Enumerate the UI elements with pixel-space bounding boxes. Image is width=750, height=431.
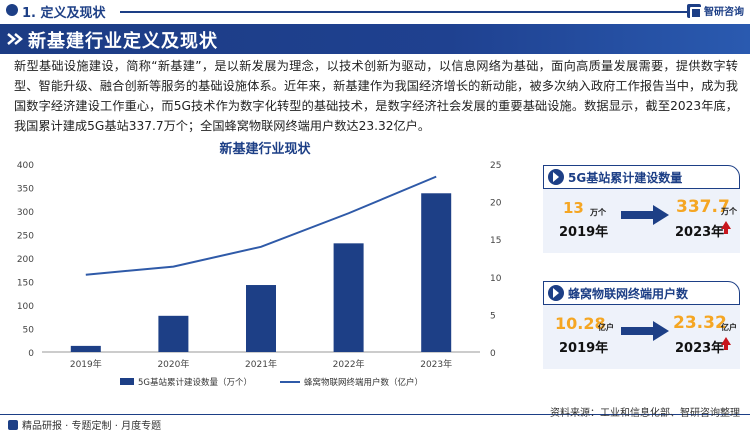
end-year: 2023年 <box>675 341 725 356</box>
y-right-tick-label: 5 <box>490 311 496 321</box>
play-circle-icon <box>548 285 564 301</box>
bar <box>70 345 101 352</box>
card-header: 5G基站累计建设数量 <box>543 165 740 189</box>
start-unit: 亿户 <box>598 323 614 332</box>
x-tick-label: 2023年 <box>420 358 452 370</box>
combo-chart: 0 50 100 150 200 250 300 350 400 0 5 10 15 20 25 2019年 2… <box>17 161 502 388</box>
bar <box>158 315 189 352</box>
bar <box>333 243 364 352</box>
y-left-tick-label: 250 <box>17 232 34 242</box>
start-year: 2019年 <box>559 341 609 356</box>
chart-title: 新基建行业现状 <box>219 142 311 157</box>
y-right-tick-label: 15 <box>490 236 501 246</box>
title-banner: 新基建行业定义及现状 <box>0 24 750 54</box>
section-breadcrumb: 1. 定义及现状 <box>22 6 106 21</box>
x-tick-label: 2019年 <box>70 358 102 370</box>
y-right-tick-label: 25 <box>490 161 501 171</box>
y-left-tick-label: 300 <box>17 208 34 218</box>
start-value: 10.28 <box>555 314 606 333</box>
brand-mini-icon <box>8 419 18 430</box>
card-title: 蜂窝物联网终端用户数 <box>568 287 689 301</box>
footer-left-text: 精品研报 · 专题定制 · 月度专题 <box>22 421 162 431</box>
card-title: 5G基站累计建设数量 <box>568 171 683 185</box>
footer-tagline: 精品研报 · 专题定制 · 月度专题 <box>8 417 161 431</box>
section-bullet-icon <box>6 4 18 16</box>
bar <box>421 193 452 352</box>
legend-label: 5G基站累计建设数量（万个） <box>138 377 252 388</box>
card-body: 13 万个 2019年 337.7 万个 2023年 <box>543 189 740 253</box>
y-right-tick-label: 10 <box>490 274 502 284</box>
card-5g-stations: 5G基站累计建设数量 13 万个 2019年 337.7 万个 2023年 <box>543 165 740 255</box>
legend-swatch-bar <box>120 378 134 385</box>
legend-label: 蜂窝物联网终端用户数（亿户） <box>304 377 423 388</box>
y-left-tick-label: 0 <box>28 349 34 359</box>
start-value: 13 <box>563 199 584 217</box>
right-arrow-icon <box>621 321 669 341</box>
line-series <box>85 175 437 276</box>
y-right-tick-label: 20 <box>490 199 502 209</box>
x-tick-label: 2020年 <box>157 358 189 370</box>
start-year: 2019年 <box>559 225 609 240</box>
y-left-tick-label: 400 <box>17 161 34 171</box>
card-body: 10.28 亿户 2019年 23.32 亿户 2023年 <box>543 305 740 369</box>
x-tick-label: 2021年 <box>245 358 277 370</box>
top-bar: 1. 定义及现状 智研咨询 <box>0 0 750 22</box>
source-note: 资料来源：工业和信息化部、智研咨询整理 <box>550 408 740 419</box>
y-left-tick-label: 50 <box>23 326 35 336</box>
y-left-tick-label: 350 <box>17 185 34 195</box>
y-left-tick-label: 100 <box>17 302 34 312</box>
bar <box>246 285 276 352</box>
header-divider <box>120 11 690 13</box>
y-left-tick-label: 150 <box>17 279 34 289</box>
play-circle-icon <box>548 169 564 185</box>
right-arrow-icon <box>621 205 669 225</box>
brand: 智研咨询 <box>687 3 744 19</box>
y-left-tick-label: 200 <box>17 255 34 265</box>
card-iot-users: 蜂窝物联网终端用户数 10.28 亿户 2019年 23.32 亿户 2023年 <box>543 281 740 371</box>
start-unit: 万个 <box>590 208 606 217</box>
brand-logo-icon <box>687 3 702 19</box>
end-unit: 亿户 <box>721 323 737 332</box>
card-header: 蜂窝物联网终端用户数 <box>543 281 740 305</box>
x-tick-label: 2022年 <box>333 358 365 370</box>
intro-paragraph: 新型基础设施建设，简称“新基建”，是以新发展为理念，以技术创新为驱动，以信息网络… <box>14 59 738 133</box>
footer-divider <box>0 414 750 415</box>
y-right-tick-label: 0 <box>490 349 496 359</box>
end-value: 23.32 <box>673 313 727 333</box>
brand-name: 智研咨询 <box>704 7 744 18</box>
end-value: 337.7 <box>676 197 730 217</box>
page-title: 新基建行业定义及现状 <box>28 31 218 52</box>
end-unit: 万个 <box>721 207 737 216</box>
end-year: 2023年 <box>675 225 725 240</box>
double-chevron-icon <box>7 33 23 45</box>
